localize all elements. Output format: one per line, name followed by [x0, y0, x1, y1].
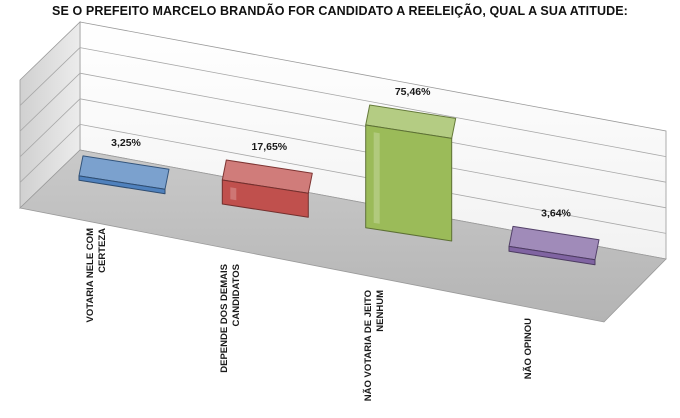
bar-highlight — [230, 187, 237, 201]
x-tick-label: VOTARIA NELE COM CERTEZA — [85, 228, 108, 323]
bar-4 — [508, 225, 600, 266]
x-tick-label-line: NÃO VOTARIA DE JEITO — [363, 290, 374, 401]
data-label: 3,64% — [541, 207, 571, 219]
gridline — [79, 47, 667, 157]
data-label: 3,25% — [111, 137, 141, 149]
x-tick-label: DEPENDE DOS DEMAIS CANDIDATOS — [219, 264, 242, 373]
gridline — [19, 124, 81, 183]
gridline — [19, 98, 81, 158]
data-label: 17,65% — [252, 141, 288, 153]
data-label: 75,46% — [395, 86, 431, 98]
gridline — [19, 47, 81, 106]
x-tick-label-line: NÃO OPINOU — [523, 318, 534, 379]
x-tick-label-line: DEPENDE DOS DEMAIS — [219, 264, 230, 373]
bar-1 — [78, 155, 170, 195]
bar-highlight — [373, 132, 380, 224]
bar-front-face — [78, 175, 166, 195]
chart-floor — [19, 149, 667, 323]
x-tick-label: NÃO VOTARIA DE JEITO NENHUM — [363, 290, 386, 401]
x-tick-label-line: CERTEZA — [97, 228, 108, 273]
x-tick-label-line: NENHUM — [375, 290, 386, 332]
bar-front-face — [508, 245, 596, 266]
bar-front-face — [221, 179, 309, 218]
gridline — [19, 72, 81, 132]
bar-3 — [365, 104, 457, 242]
x-tick-label-line: VOTARIA NELE COM — [85, 228, 96, 323]
x-tick-label: NÃO OPINOU — [523, 318, 534, 379]
x-tick-label-line: CANDIDATOS — [231, 264, 242, 326]
chart-title: SE O PREFEITO MARCELO BRANDÃO FOR CANDID… — [52, 4, 628, 18]
bar-2 — [221, 159, 313, 218]
bar-front-face — [365, 124, 453, 242]
